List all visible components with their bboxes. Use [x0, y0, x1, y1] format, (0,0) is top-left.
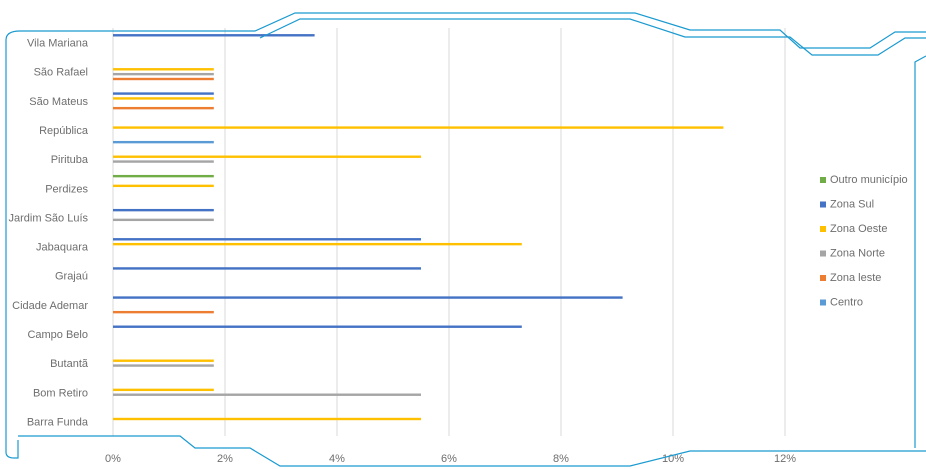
- bar: [113, 174, 214, 178]
- bar: [113, 218, 214, 222]
- category-label: Jardim São Luís: [9, 212, 89, 224]
- category-label: República: [39, 125, 89, 137]
- bar: [113, 77, 214, 81]
- bar: [113, 417, 421, 421]
- gridlines: [112, 28, 786, 436]
- category-label: Jabaquara: [36, 242, 89, 254]
- legend-swatch: [820, 299, 826, 306]
- x-tick-labels: 0% 2% 4% 6% 8% 10% 12%: [105, 453, 796, 465]
- bar: [113, 267, 421, 270]
- bar: [113, 325, 522, 328]
- bar: [113, 242, 522, 246]
- x-tick-label: 8%: [553, 453, 569, 465]
- category-label: Barra Funda: [27, 416, 89, 428]
- legend-swatch: [820, 201, 826, 208]
- category-label: São Rafael: [34, 67, 88, 79]
- legend: Outro município Zona Sul Zona Oeste Zona No…: [820, 174, 908, 309]
- bar: [113, 92, 214, 95]
- frame-right: [914, 55, 926, 448]
- bar: [113, 34, 315, 37]
- legend-label: Centro: [830, 297, 863, 309]
- legend-swatch: [820, 226, 826, 232]
- legend-swatch: [820, 177, 826, 183]
- bars: [113, 34, 724, 421]
- bar: [113, 364, 214, 367]
- bar: [113, 155, 421, 158]
- x-tick-label: 12%: [774, 453, 796, 465]
- x-tick-label: 6%: [441, 453, 457, 465]
- legend-label: Outro município: [830, 174, 908, 186]
- legend-label: Zona Norte: [830, 248, 885, 260]
- frame-outline: [5, 12, 926, 49]
- bar: [113, 393, 421, 396]
- legend-label: Zona Sul: [830, 199, 874, 211]
- category-label: São Mateus: [29, 96, 88, 108]
- x-tick-label: 2%: [217, 453, 233, 465]
- frame-bottom: [18, 435, 926, 467]
- legend-swatch: [820, 275, 826, 281]
- legend-label: Zona leste: [830, 272, 881, 284]
- category-label: Bom Retiro: [33, 387, 88, 399]
- category-labels: Barra Funda Bom Retiro Butantã Campo Belo Ci…: [9, 38, 89, 429]
- legend-label: Zona Oeste: [830, 223, 887, 235]
- bar: [113, 72, 214, 76]
- decorative-frame: [5, 12, 926, 467]
- frame-left: [5, 40, 19, 459]
- bar: [113, 160, 214, 163]
- x-tick-label: 0%: [105, 453, 121, 465]
- bar: [113, 97, 214, 100]
- bar: [113, 388, 214, 392]
- frame-outline-inner: [259, 18, 926, 56]
- x-tick-label: 4%: [329, 453, 345, 465]
- bar: [113, 208, 214, 212]
- category-label: Campo Belo: [27, 329, 88, 341]
- category-label: Grajaú: [55, 271, 88, 283]
- bar: [113, 359, 214, 362]
- bar: [113, 238, 421, 241]
- category-label: Pirituba: [51, 154, 89, 166]
- category-label: Butantã: [50, 358, 89, 370]
- bar: [113, 310, 214, 314]
- bar: [113, 126, 724, 129]
- bar: [113, 140, 214, 144]
- bar: [113, 68, 214, 71]
- category-label: Perdizes: [45, 183, 88, 195]
- category-label: Cidade Ademar: [12, 300, 88, 312]
- category-label: Vila Mariana: [27, 38, 89, 50]
- bar: [113, 106, 214, 110]
- legend-swatch: [820, 250, 826, 257]
- bar: [113, 184, 214, 188]
- bar: [113, 296, 623, 299]
